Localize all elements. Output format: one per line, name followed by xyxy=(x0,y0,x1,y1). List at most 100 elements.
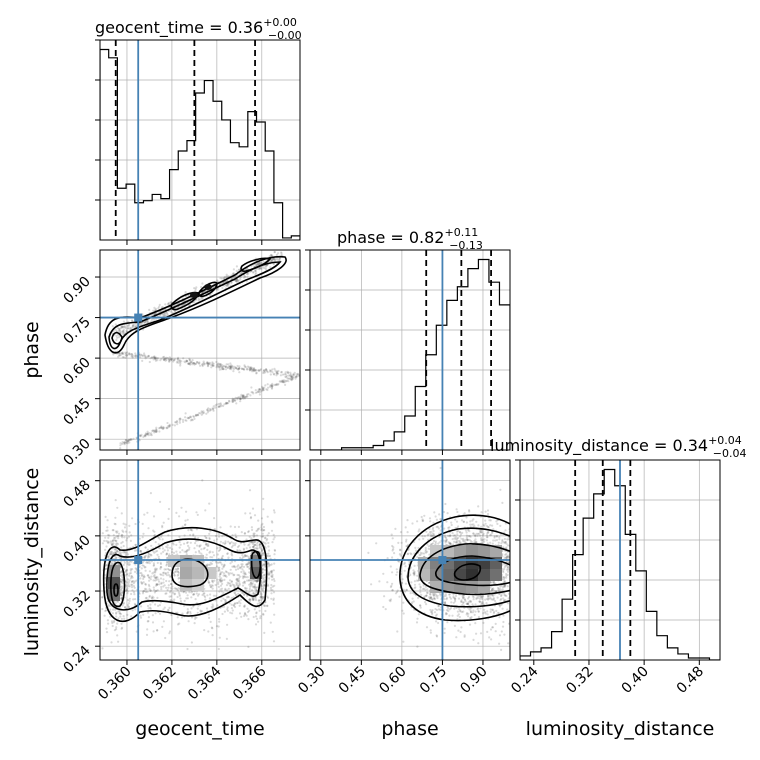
sample-point xyxy=(219,584,223,587)
sample-point xyxy=(267,552,270,555)
sample-point xyxy=(203,594,206,597)
sample-point xyxy=(117,336,120,339)
sample-point xyxy=(271,578,274,581)
sample-point xyxy=(438,513,441,516)
sample-point xyxy=(200,286,203,289)
sample-point xyxy=(252,367,256,371)
sample-point xyxy=(143,589,146,593)
sample-point xyxy=(229,584,232,588)
sample-point xyxy=(128,599,131,603)
sample-point xyxy=(282,380,285,384)
sample-point xyxy=(161,313,164,316)
sample-point xyxy=(119,447,122,450)
sample-point xyxy=(115,535,118,538)
sample-point xyxy=(153,530,156,533)
sample-point xyxy=(129,577,132,580)
sample-point xyxy=(141,573,144,576)
sample-point xyxy=(240,565,244,568)
sample-point xyxy=(254,269,257,272)
sample-point xyxy=(219,540,222,543)
sample-point xyxy=(197,299,200,302)
sample-point xyxy=(423,535,426,538)
sample-point xyxy=(227,365,231,368)
sample-point xyxy=(170,599,173,602)
sample-point xyxy=(225,401,228,404)
sample-point xyxy=(259,596,262,600)
sample-point xyxy=(261,596,264,600)
sample-point xyxy=(120,330,123,333)
sample-point xyxy=(226,402,230,405)
sample-point xyxy=(431,542,435,545)
sample-point xyxy=(142,532,145,535)
sample-point xyxy=(191,529,194,532)
sample-point xyxy=(189,416,192,419)
sample-point xyxy=(186,541,189,545)
sample-point xyxy=(255,371,258,374)
sample-point xyxy=(447,541,450,544)
sample-point xyxy=(263,565,266,568)
sample-point xyxy=(263,568,267,572)
sample-point xyxy=(147,527,150,530)
sample-point xyxy=(152,515,156,518)
sample-point xyxy=(183,360,186,363)
sample-point xyxy=(238,367,241,370)
sample-point xyxy=(235,280,238,283)
sample-point xyxy=(185,359,188,363)
sample-point xyxy=(515,574,517,576)
sample-point xyxy=(502,597,505,600)
sample-point xyxy=(126,613,129,617)
sample-point xyxy=(237,585,240,588)
sample-point xyxy=(224,601,227,604)
sample-point xyxy=(128,353,131,356)
sample-point xyxy=(118,354,121,357)
sample-point xyxy=(174,570,178,573)
sample-point xyxy=(454,518,457,521)
sample-point xyxy=(542,588,544,590)
sample-point xyxy=(471,523,474,526)
sample-point xyxy=(211,581,214,584)
sample-point xyxy=(105,529,108,532)
sample-point xyxy=(114,499,117,502)
sample-point xyxy=(443,627,446,630)
sample-point xyxy=(271,575,274,579)
sample-point xyxy=(259,368,262,371)
sample-point xyxy=(289,375,292,378)
sample-point xyxy=(196,414,199,417)
sample-point xyxy=(237,577,241,580)
sample-point xyxy=(513,591,515,593)
sample-point xyxy=(232,268,235,271)
sample-point xyxy=(122,332,125,336)
sample-point xyxy=(208,551,211,554)
sample-point xyxy=(147,574,150,577)
sample-point xyxy=(198,551,201,554)
sample-point xyxy=(244,512,247,515)
sample-point xyxy=(512,613,514,615)
sample-point xyxy=(171,551,174,554)
sample-point xyxy=(290,375,293,378)
sample-point xyxy=(217,566,220,569)
sample-point xyxy=(263,541,266,544)
x-tick-label: 0.362 xyxy=(140,664,180,704)
sample-point xyxy=(200,552,203,555)
sample-point xyxy=(119,354,122,357)
sample-point xyxy=(523,577,525,579)
sample-point xyxy=(126,604,130,607)
sample-point xyxy=(264,604,267,607)
sample-point xyxy=(423,595,426,598)
sample-point xyxy=(120,551,123,554)
sample-point xyxy=(125,352,128,355)
sample-point xyxy=(154,307,157,310)
sample-point xyxy=(515,549,517,551)
sample-point xyxy=(166,302,170,305)
sample-point xyxy=(109,540,112,543)
sample-point xyxy=(215,288,218,291)
sample-point xyxy=(439,529,442,532)
sample-point xyxy=(469,535,472,538)
sample-point xyxy=(162,358,166,362)
sample-point xyxy=(141,522,144,526)
sample-point xyxy=(108,551,112,554)
sample-point xyxy=(255,611,258,614)
sample-point xyxy=(257,369,260,372)
sample-point xyxy=(421,519,424,523)
sample-point xyxy=(229,611,232,614)
